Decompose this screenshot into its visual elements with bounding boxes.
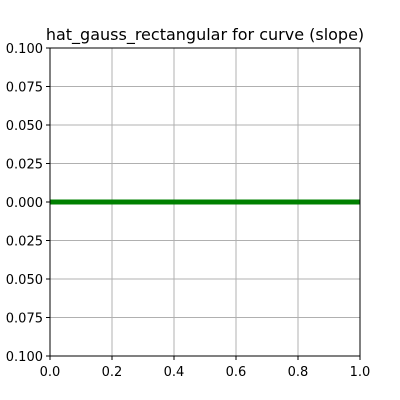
y-tick-label: 0.025 (6, 235, 43, 250)
x-tick-label: 0.8 (288, 365, 309, 380)
x-tick-label: 0.2 (102, 365, 123, 380)
y-tick-label: 0.100 (6, 350, 43, 365)
y-tick-label: 0.075 (6, 81, 43, 96)
y-tick-label: 0.050 (6, 273, 43, 288)
series-layer (50, 199, 360, 205)
x-tick-label: 1.0 (350, 365, 371, 380)
y-tick-label: 0.025 (6, 158, 43, 173)
tick-layer: 0.0 0.2 0.4 0.6 0.8 1.0 0.100 0.075 0.050 0.025 0.… (6, 42, 371, 380)
x-tick-label: 0.0 (40, 365, 61, 380)
x-tick-label: 0.6 (226, 365, 247, 380)
y-tick-label: 0.050 (6, 119, 43, 134)
x-tick-label: 0.4 (164, 365, 185, 380)
chart-title: hat_gauss_rectangular for curve (slope) (46, 25, 364, 45)
y-tick-label: 0.000 (6, 196, 43, 211)
y-tick-label: 0.075 (6, 312, 43, 327)
y-tick-label: 0.100 (6, 42, 43, 57)
